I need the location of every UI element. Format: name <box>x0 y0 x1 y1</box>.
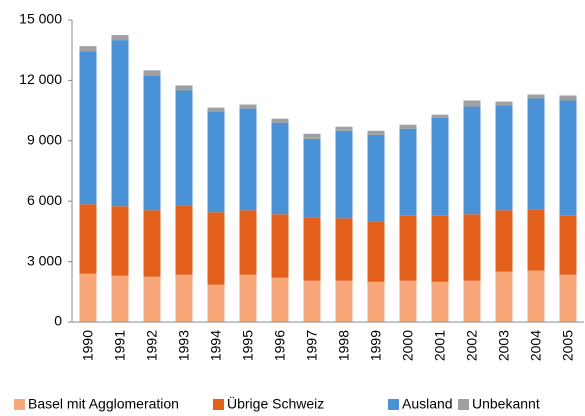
bar-segment <box>463 280 481 322</box>
bar-segment <box>175 90 193 206</box>
x-tick-label: 1994 <box>208 330 224 361</box>
bar-segment <box>495 105 513 211</box>
bar-segment <box>143 210 161 277</box>
bar-segment <box>207 107 225 112</box>
bar-segment <box>463 100 481 107</box>
bar-segment <box>79 46 97 52</box>
bar-segment <box>271 277 289 322</box>
y-tick-label: 12 000 <box>19 71 62 87</box>
bar-segment <box>207 284 225 322</box>
bar-segment <box>399 128 417 216</box>
y-tick-label: 6 000 <box>27 192 62 208</box>
bar-segment <box>335 130 353 219</box>
bar-segment <box>239 104 257 109</box>
bar-segment <box>175 85 193 91</box>
bar-segment <box>111 206 129 276</box>
x-tick-label: 1991 <box>112 330 128 361</box>
bar-segment <box>399 215 417 281</box>
bar-segment <box>463 214 481 281</box>
bar-segment <box>175 274 193 322</box>
y-tick-label: 15 000 <box>19 11 62 27</box>
x-tick-label: 1996 <box>272 330 288 361</box>
bar-segment <box>79 51 97 205</box>
legend-label: Unbekannt <box>472 396 540 412</box>
bar-segment <box>303 280 321 322</box>
bar-segment <box>143 70 161 76</box>
bar-segment <box>367 134 385 222</box>
bar-segment <box>527 98 545 210</box>
legend-swatch <box>458 399 469 410</box>
x-tick-label: 1992 <box>144 330 160 361</box>
bar-segment <box>399 280 417 322</box>
bar-segment <box>559 95 577 101</box>
bar-segment <box>303 133 321 139</box>
x-tick-label: 1998 <box>336 330 352 361</box>
legend-label: Übrige Schweiz <box>227 395 324 412</box>
x-tick-label: 2002 <box>464 330 480 361</box>
bar-segment <box>271 122 289 215</box>
x-tick-label: 2000 <box>400 330 416 361</box>
x-tick-label: 1997 <box>304 330 320 361</box>
bar-segment <box>111 275 129 322</box>
bar-segment <box>495 271 513 322</box>
bar-segment <box>431 281 449 322</box>
x-tick-label: 1993 <box>176 330 192 361</box>
x-tick-label: 2001 <box>432 330 448 361</box>
x-tick-label: 2005 <box>560 330 576 361</box>
bar-segment <box>271 214 289 278</box>
bar-segment <box>431 114 449 118</box>
bar-segment <box>559 274 577 322</box>
legend-swatch <box>213 399 224 410</box>
x-tick-label: 1999 <box>368 330 384 361</box>
bar-segment <box>367 281 385 322</box>
bar-segment <box>143 75 161 211</box>
bar-segment <box>239 274 257 322</box>
bar-segment <box>335 280 353 322</box>
bar-segment <box>495 101 513 106</box>
bar-segment <box>79 273 97 322</box>
y-tick-label: 9 000 <box>27 132 62 148</box>
legend-swatch <box>388 399 399 410</box>
bar-segment <box>207 111 225 213</box>
legend-label: Ausland <box>402 396 453 412</box>
bar-segment <box>495 210 513 272</box>
y-tick-label: 0 <box>54 313 62 329</box>
bar-segment <box>271 118 289 123</box>
bar-segment <box>527 94 545 99</box>
bar-segment <box>399 124 417 129</box>
y-tick-label: 3 000 <box>27 252 62 268</box>
bar-segment <box>303 217 321 281</box>
bar-segment <box>207 212 225 285</box>
bar-segment <box>431 117 449 216</box>
bar-segment <box>111 35 129 41</box>
bar-segment <box>143 276 161 322</box>
bar-segment <box>175 205 193 275</box>
bar-segment <box>431 215 449 282</box>
x-tick-label: 2004 <box>528 330 544 361</box>
bar-segment <box>239 108 257 211</box>
x-tick-label: 2003 <box>496 330 512 361</box>
bar-segment <box>79 204 97 274</box>
bar-segment <box>463 106 481 215</box>
bar-segment <box>239 210 257 275</box>
bar-segment <box>367 130 385 135</box>
bar-segment <box>527 270 545 322</box>
bar-segment <box>559 100 577 216</box>
bar-segment <box>559 215 577 275</box>
bar-segment <box>303 138 321 218</box>
x-tick-label: 1995 <box>240 330 256 361</box>
bar-segment <box>527 209 545 271</box>
bar-segment <box>111 40 129 207</box>
bar-segment <box>335 126 353 131</box>
legend-swatch <box>14 399 25 410</box>
bar-segment <box>367 221 385 282</box>
legend-label: Basel mit Agglomeration <box>28 396 179 412</box>
bar-segment <box>335 218 353 281</box>
x-tick-label: 1990 <box>80 330 96 361</box>
